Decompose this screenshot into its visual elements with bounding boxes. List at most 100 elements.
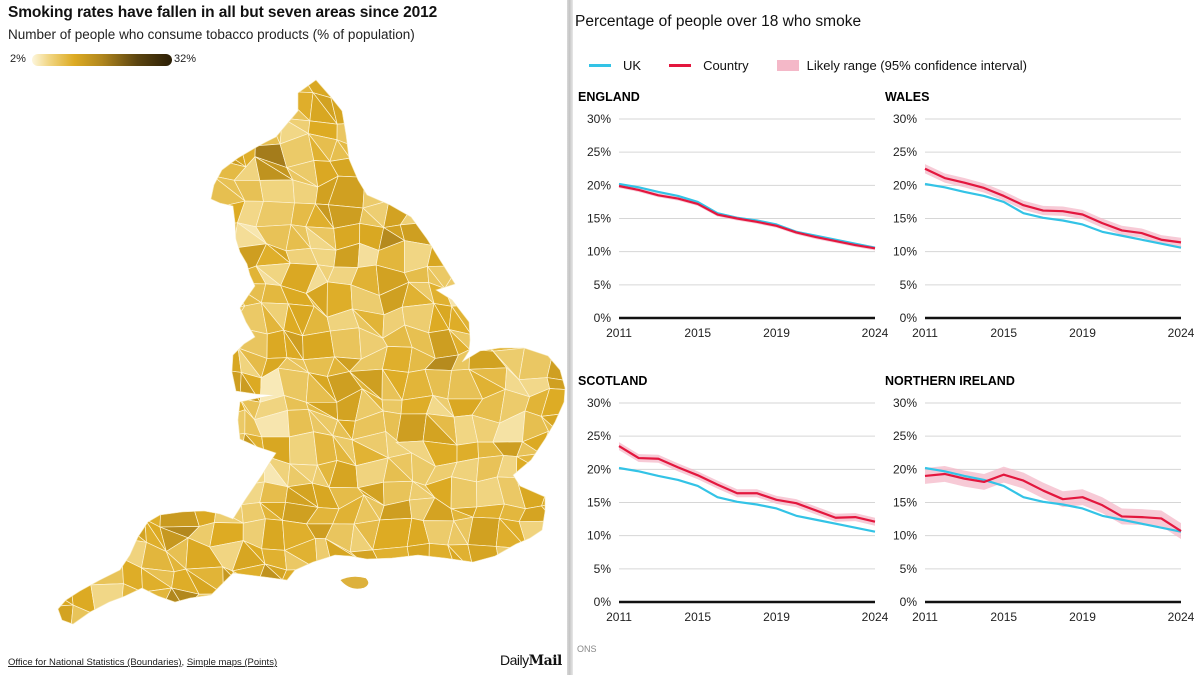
local-authority-region[interactable] bbox=[424, 113, 456, 136]
local-authority-region[interactable] bbox=[66, 158, 101, 178]
local-authority-region[interactable] bbox=[50, 455, 70, 489]
local-authority-region[interactable] bbox=[145, 409, 173, 446]
local-authority-region[interactable] bbox=[90, 176, 121, 201]
local-authority-region[interactable] bbox=[472, 264, 505, 291]
local-authority-region[interactable] bbox=[209, 283, 246, 307]
local-authority-region[interactable] bbox=[142, 218, 175, 240]
local-authority-region[interactable] bbox=[50, 516, 78, 550]
local-authority-region[interactable] bbox=[411, 580, 427, 606]
local-authority-region[interactable] bbox=[74, 433, 92, 463]
local-authority-region[interactable] bbox=[160, 174, 199, 208]
local-authority-region[interactable] bbox=[196, 90, 215, 113]
local-authority-region[interactable] bbox=[69, 200, 94, 228]
local-authority-region[interactable] bbox=[216, 600, 243, 630]
local-authority-region[interactable] bbox=[159, 260, 201, 289]
local-authority-region[interactable] bbox=[473, 563, 500, 587]
local-authority-region[interactable] bbox=[65, 290, 103, 312]
local-authority-region[interactable] bbox=[89, 311, 128, 330]
local-authority-region[interactable] bbox=[381, 345, 413, 373]
local-authority-region[interactable] bbox=[184, 219, 223, 252]
local-authority-region[interactable] bbox=[50, 500, 78, 526]
local-authority-region[interactable] bbox=[168, 455, 192, 475]
local-authority-region[interactable] bbox=[454, 92, 481, 116]
local-authority-region[interactable] bbox=[350, 122, 387, 146]
local-authority-region[interactable] bbox=[547, 264, 568, 286]
local-authority-region[interactable] bbox=[505, 158, 526, 187]
local-authority-region[interactable] bbox=[524, 182, 553, 204]
local-authority-region[interactable] bbox=[325, 606, 358, 630]
local-authority-region[interactable] bbox=[479, 154, 507, 180]
local-authority-region[interactable] bbox=[184, 137, 219, 161]
local-authority-region[interactable] bbox=[431, 159, 447, 190]
local-authority-region[interactable] bbox=[210, 111, 242, 145]
local-authority-region[interactable] bbox=[518, 347, 553, 381]
local-authority-region[interactable] bbox=[93, 367, 128, 394]
local-authority-region[interactable] bbox=[537, 75, 568, 102]
local-authority-region[interactable] bbox=[50, 217, 79, 246]
local-authority-region[interactable] bbox=[242, 89, 268, 126]
local-authority-region[interactable] bbox=[218, 75, 248, 96]
local-authority-region[interactable] bbox=[281, 568, 318, 585]
local-authority-region[interactable] bbox=[212, 409, 246, 438]
local-authority-region[interactable] bbox=[548, 110, 568, 140]
local-authority-region[interactable] bbox=[137, 387, 174, 423]
local-authority-region[interactable] bbox=[524, 110, 552, 147]
local-authority-region[interactable] bbox=[372, 546, 412, 573]
local-authority-region[interactable] bbox=[168, 443, 192, 467]
local-authority-region[interactable] bbox=[96, 536, 123, 564]
local-authority-region[interactable] bbox=[139, 133, 168, 169]
local-authority-region[interactable] bbox=[383, 175, 412, 210]
local-authority-region[interactable] bbox=[50, 132, 81, 168]
local-authority-region[interactable] bbox=[116, 176, 137, 209]
local-authority-region[interactable] bbox=[185, 187, 211, 210]
local-authority-region[interactable] bbox=[477, 153, 493, 183]
local-authority-region[interactable] bbox=[515, 239, 551, 266]
england-choropleth-map[interactable] bbox=[0, 70, 568, 650]
local-authority-region[interactable] bbox=[98, 527, 131, 546]
local-authority-region[interactable] bbox=[289, 431, 318, 466]
ons-boundaries-link[interactable]: Office for National Statistics (Boundari… bbox=[8, 657, 182, 668]
local-authority-region[interactable] bbox=[50, 114, 81, 139]
local-authority-region[interactable] bbox=[354, 75, 386, 93]
local-authority-region[interactable] bbox=[115, 477, 151, 509]
local-authority-region[interactable] bbox=[491, 178, 529, 206]
local-authority-region[interactable] bbox=[470, 99, 507, 119]
local-authority-region[interactable] bbox=[184, 175, 214, 210]
local-authority-region[interactable] bbox=[529, 136, 552, 160]
local-authority-region[interactable] bbox=[545, 136, 568, 167]
local-authority-region[interactable] bbox=[470, 304, 507, 335]
local-authority-region[interactable] bbox=[160, 302, 199, 338]
local-authority-region[interactable] bbox=[112, 432, 143, 464]
local-authority-region[interactable] bbox=[466, 217, 506, 254]
local-authority-region[interactable] bbox=[139, 302, 165, 335]
local-authority-region[interactable] bbox=[527, 286, 542, 316]
local-authority-region[interactable] bbox=[382, 159, 406, 180]
local-authority-region[interactable] bbox=[126, 367, 140, 393]
local-authority-region[interactable] bbox=[448, 603, 482, 630]
local-authority-region[interactable] bbox=[286, 602, 312, 630]
local-authority-region[interactable] bbox=[495, 93, 530, 119]
local-authority-region[interactable] bbox=[164, 218, 194, 251]
local-authority-region[interactable] bbox=[138, 476, 162, 510]
local-authority-region[interactable] bbox=[67, 392, 96, 416]
local-authority-region[interactable] bbox=[160, 608, 188, 630]
local-authority-region[interactable] bbox=[371, 570, 413, 583]
local-authority-region[interactable] bbox=[194, 138, 218, 161]
local-authority-region[interactable] bbox=[539, 452, 568, 487]
local-authority-region[interactable] bbox=[50, 239, 78, 273]
local-authority-region[interactable] bbox=[539, 520, 568, 548]
local-authority-region[interactable] bbox=[539, 607, 568, 630]
local-authority-region[interactable] bbox=[183, 601, 218, 630]
local-authority-region[interactable] bbox=[78, 287, 104, 313]
local-authority-region[interactable] bbox=[493, 609, 526, 630]
local-authority-region[interactable] bbox=[117, 135, 149, 169]
local-authority-region[interactable] bbox=[448, 131, 482, 168]
local-authority-region[interactable] bbox=[424, 101, 449, 119]
local-authority-region[interactable] bbox=[492, 262, 528, 291]
local-authority-region[interactable] bbox=[160, 333, 199, 359]
local-authority-region[interactable] bbox=[139, 154, 168, 176]
local-authority-region[interactable] bbox=[209, 142, 247, 168]
local-authority-region[interactable] bbox=[196, 110, 214, 144]
local-authority-region[interactable] bbox=[94, 475, 120, 507]
local-authority-region[interactable] bbox=[222, 591, 248, 608]
